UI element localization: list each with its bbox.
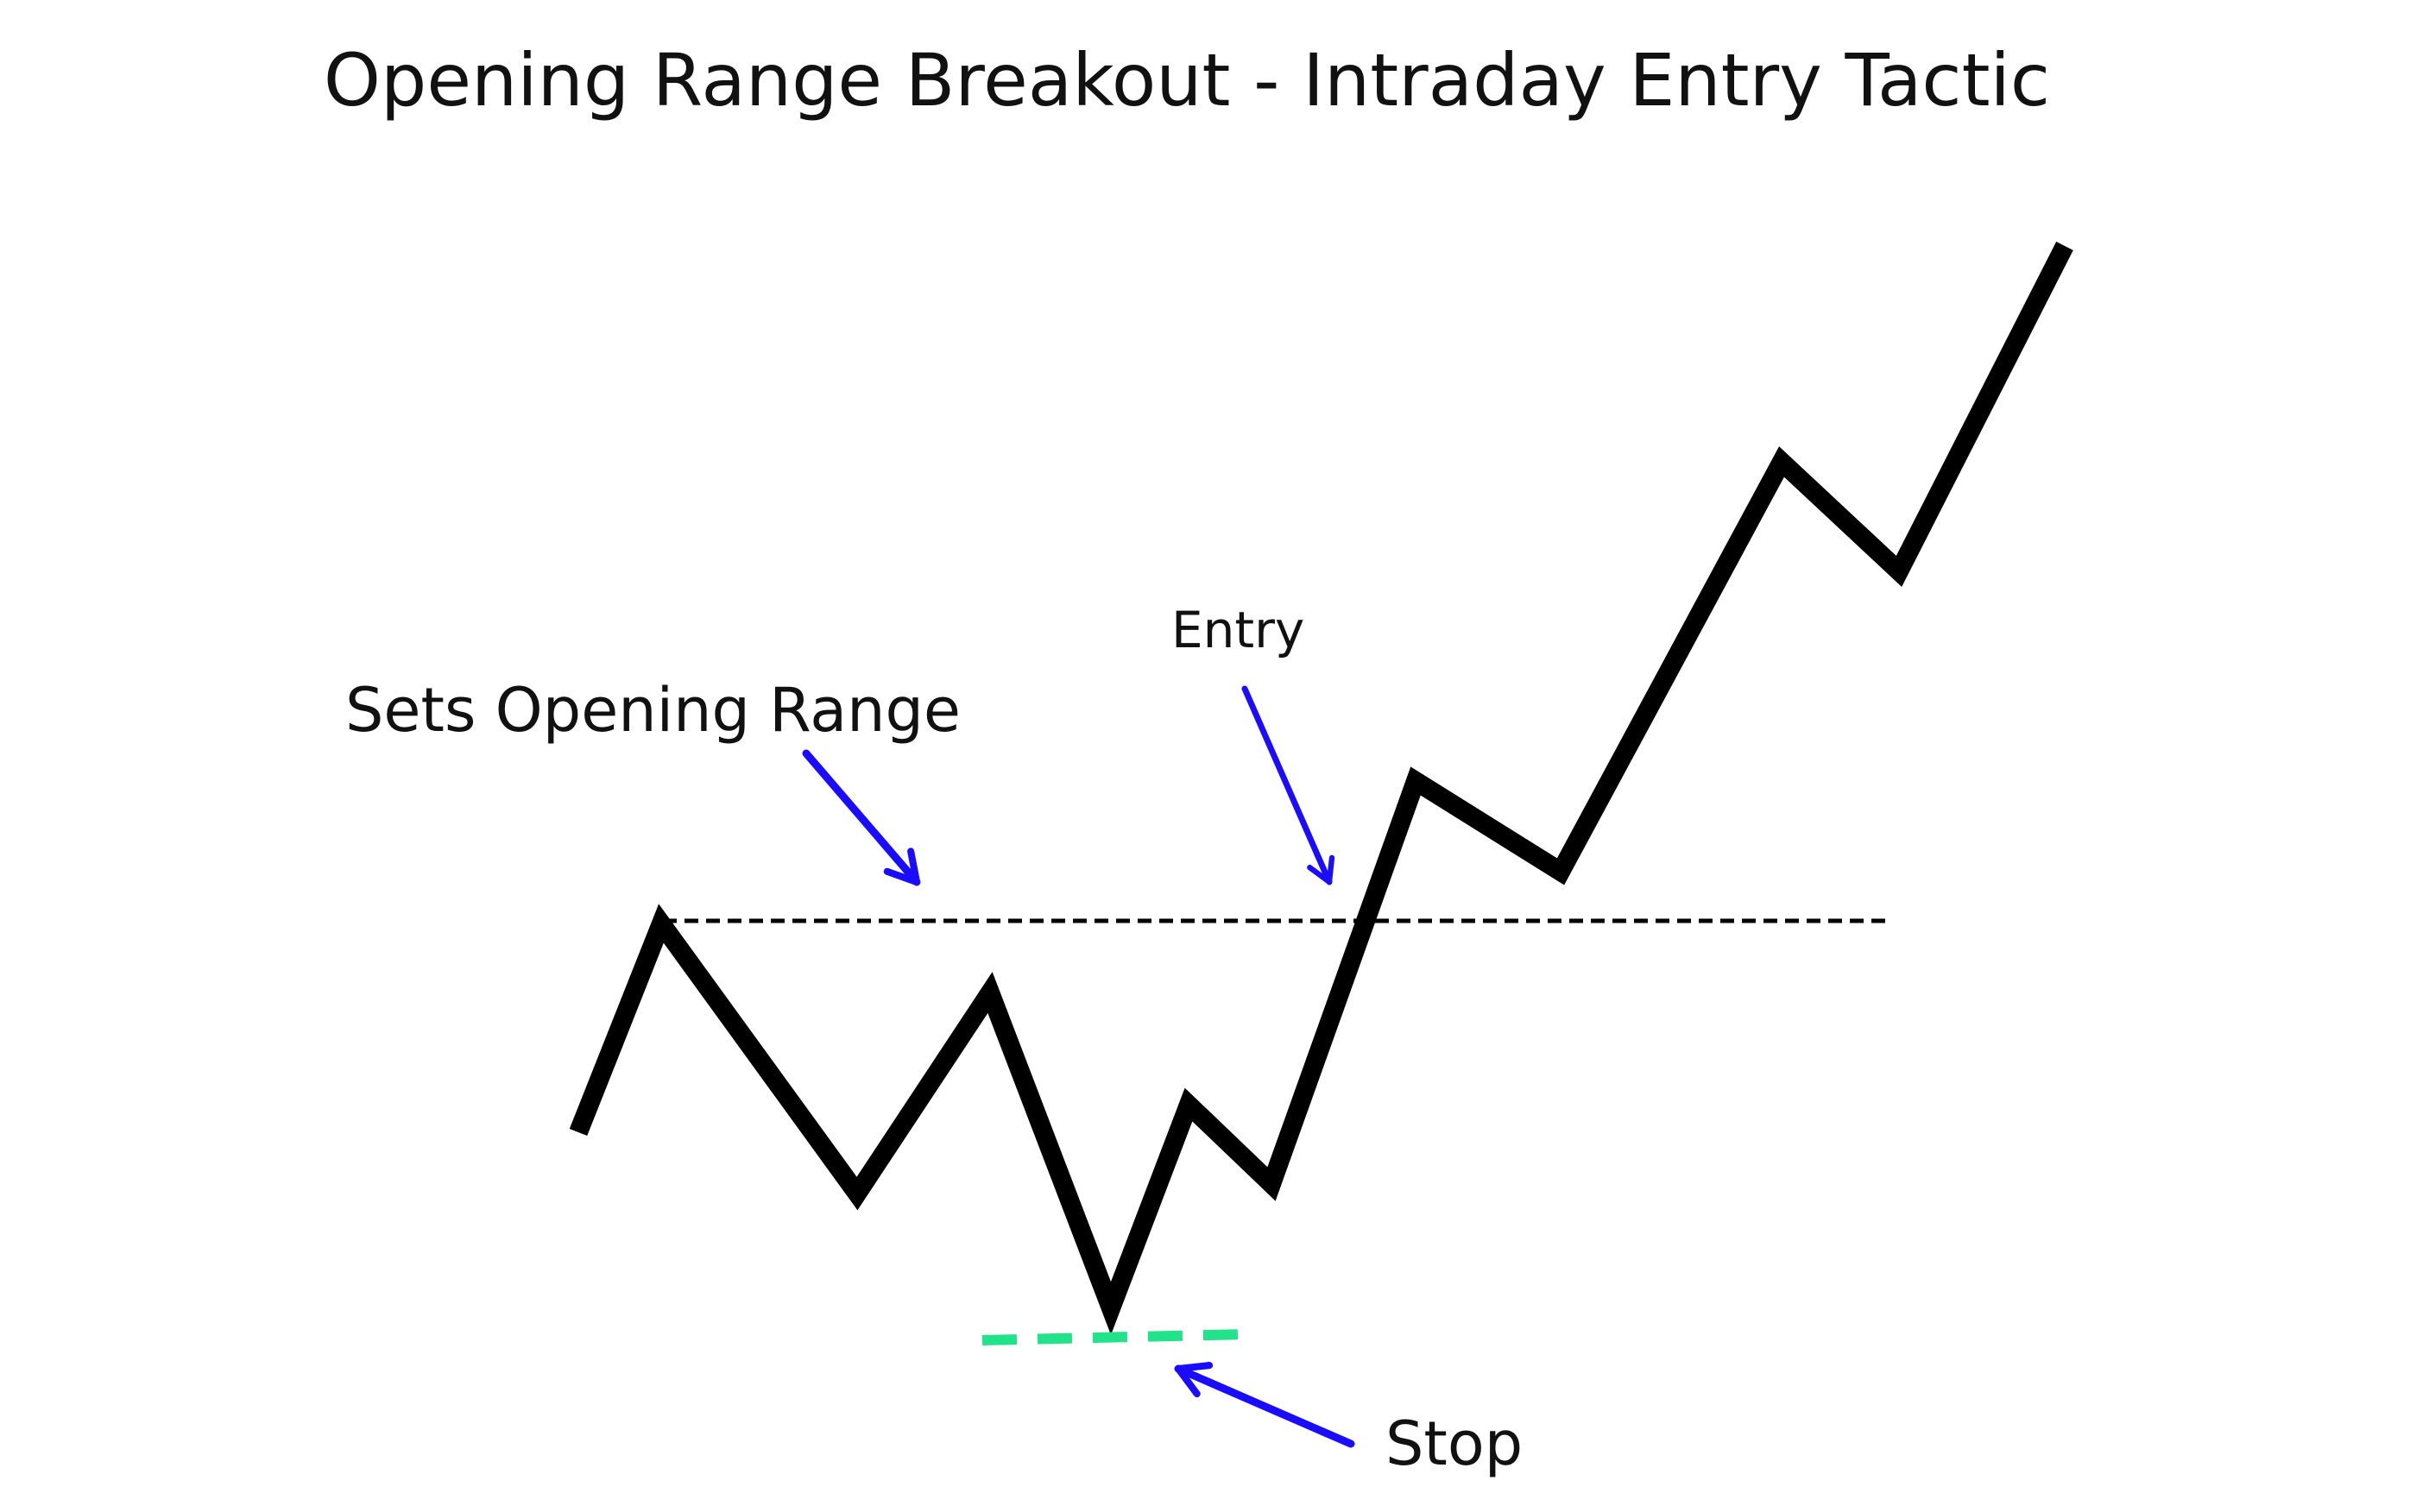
opening-range-label: Sets Opening Range — [345, 675, 961, 746]
diagram-title: Opening Range Breakout - Intraday Entry … — [324, 38, 2050, 123]
stop-arrow — [1174, 1362, 1355, 1448]
stop-level-line — [981, 1329, 1248, 1345]
stop-label: Stop — [1385, 1408, 1523, 1479]
price-path — [569, 242, 2073, 1335]
entry-arrow — [1241, 685, 1335, 885]
entry-label: Entry — [1171, 601, 1304, 659]
opening-range-arrow — [802, 749, 921, 886]
